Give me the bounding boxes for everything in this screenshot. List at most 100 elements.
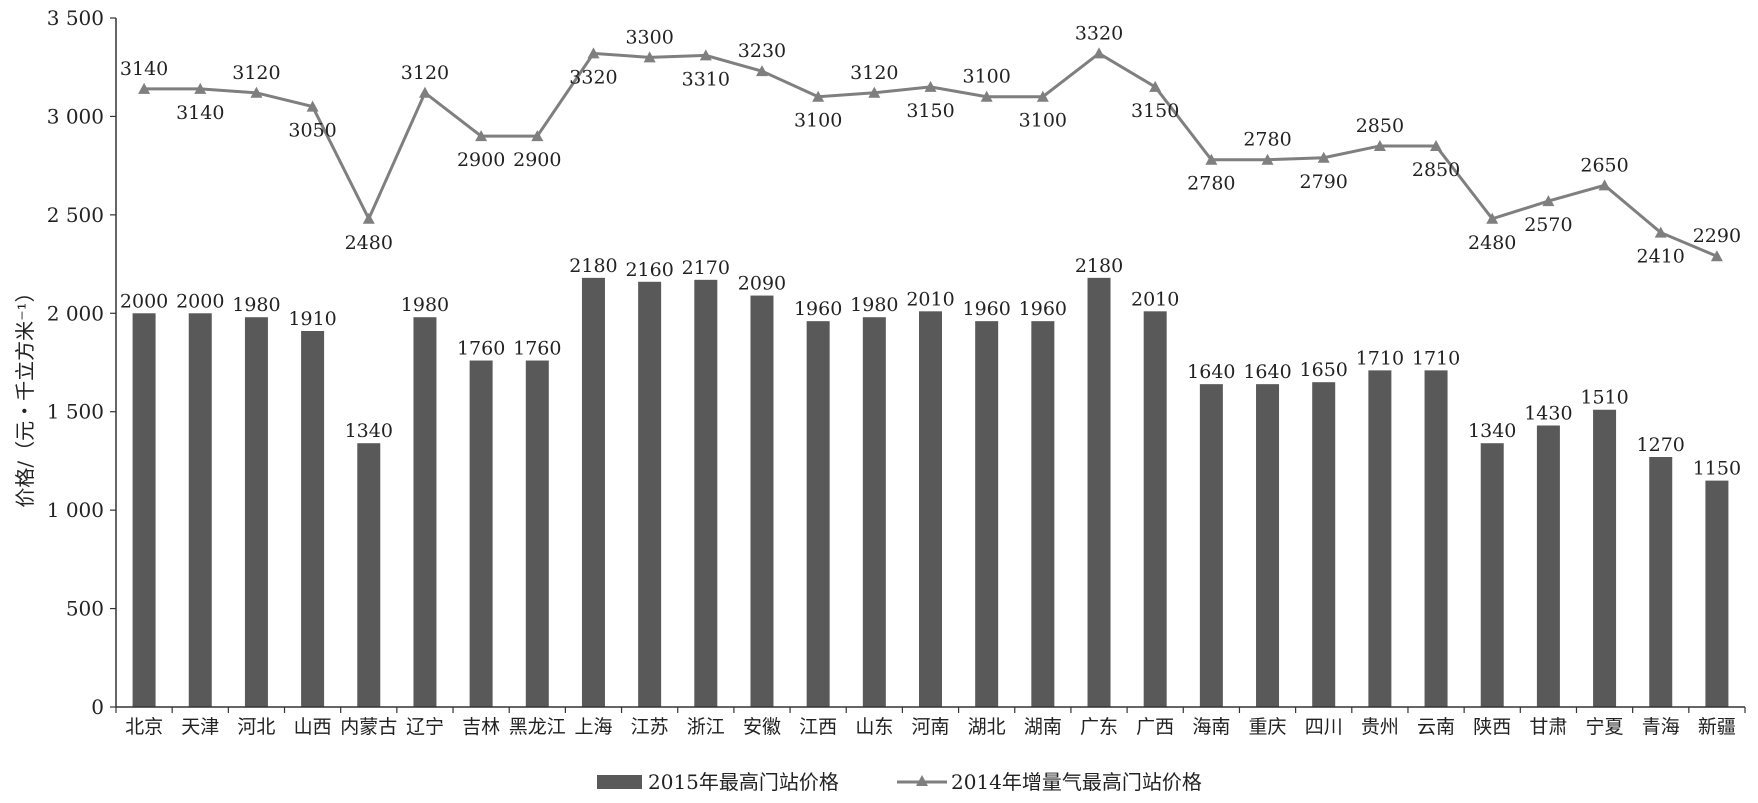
- bar: [581, 277, 605, 707]
- bar-data-label: 1650: [1300, 359, 1348, 381]
- x-tick-label: 云南: [1417, 716, 1455, 738]
- bar-data-label: 1340: [345, 420, 393, 442]
- legend-line-marker: [916, 775, 928, 786]
- line-point: [1261, 153, 1274, 165]
- axes: [115, 18, 1746, 713]
- line-data-label: 2850: [1412, 159, 1460, 181]
- line-point: [194, 82, 207, 94]
- bar: [1368, 370, 1392, 707]
- x-tick-label: 内蒙古: [340, 716, 397, 738]
- line-data-label: 3150: [1131, 100, 1179, 122]
- bar: [975, 321, 999, 707]
- bar-data-label: 2160: [625, 259, 673, 281]
- x-tick-label: 湖南: [1024, 716, 1062, 738]
- bar-data-label: 1270: [1637, 434, 1685, 456]
- line-point: [250, 86, 263, 98]
- line-data-label: 3050: [288, 120, 336, 142]
- bar: [525, 360, 549, 707]
- line-data-label: 2900: [457, 149, 505, 171]
- bar-data-label: 1760: [513, 338, 561, 360]
- line-point: [138, 82, 151, 94]
- y-tick-label: 2 000: [47, 301, 104, 325]
- legend-bar-label: 2015年最高门站价格: [648, 770, 839, 794]
- line-point: [1710, 250, 1723, 262]
- x-tick-label: 北京: [125, 716, 163, 738]
- bar: [301, 331, 325, 707]
- bar: [806, 321, 830, 707]
- line-point: [1205, 153, 1218, 165]
- line-point: [1093, 47, 1106, 59]
- bar-data-label: 2180: [569, 255, 617, 277]
- bar: [1143, 311, 1167, 707]
- line-point: [1654, 226, 1667, 238]
- x-tick-label: 山西: [294, 716, 332, 738]
- bar: [1424, 370, 1448, 707]
- bar: [413, 317, 437, 707]
- x-tick-label: 黑龙江: [509, 716, 566, 738]
- y-tick-label: 1 500: [47, 400, 104, 424]
- line-point: [587, 47, 600, 59]
- bar-data-label: 1510: [1580, 387, 1628, 409]
- line-point: [868, 86, 881, 98]
- line-point: [418, 86, 431, 98]
- bar-data-label: 1980: [232, 294, 280, 316]
- y-tick-label: 3 500: [47, 6, 104, 30]
- line-data-label: 2480: [1468, 232, 1516, 254]
- x-tick-label: 重庆: [1249, 716, 1287, 738]
- bar-data-label: 1710: [1356, 347, 1404, 369]
- line-point: [812, 90, 825, 102]
- bar: [244, 317, 268, 707]
- x-tick-label: 山东: [855, 716, 893, 738]
- x-tick-label: 广东: [1080, 716, 1118, 738]
- x-tick-label: 江西: [799, 716, 837, 738]
- line-point: [1317, 151, 1330, 163]
- bar-data-label: 1150: [1693, 458, 1741, 480]
- line-data-label: 2850: [1356, 115, 1404, 137]
- y-tick-label: 500: [66, 597, 104, 621]
- x-tick-label: 广西: [1136, 716, 1174, 738]
- y-tick-label: 2 500: [47, 203, 104, 227]
- x-tick-label: 甘肃: [1529, 716, 1567, 738]
- line-data-label: 2480: [345, 232, 393, 254]
- line-point: [699, 49, 712, 61]
- bar: [1312, 382, 1336, 707]
- bar-data-labels: 2000 2000 1980 1910 1340 1980 1760 1760 2180 2160…: [120, 255, 1741, 480]
- line-data-label: 2900: [513, 149, 561, 171]
- x-tick-label: 宁夏: [1586, 716, 1624, 738]
- x-tick-label: 辽宁: [406, 716, 444, 738]
- line-data-label: 3140: [120, 58, 168, 80]
- legend-line-label: 2014年增量气最高门站价格: [951, 770, 1202, 794]
- bar-data-label: 1960: [962, 298, 1010, 320]
- line-data-label: 3230: [738, 40, 786, 62]
- x-tick-label: 吉林: [462, 716, 500, 738]
- line-data-label: 3120: [850, 62, 898, 84]
- bar: [469, 360, 493, 707]
- bar: [1087, 277, 1111, 707]
- bar-data-label: 1910: [288, 308, 336, 330]
- line-point: [1149, 80, 1162, 92]
- line-point: [306, 100, 319, 112]
- x-tick-label: 贵州: [1361, 716, 1399, 738]
- line-data-label: 2570: [1524, 214, 1572, 236]
- y-tick-label: 0: [91, 695, 104, 719]
- line-data-label: 3100: [1019, 110, 1067, 132]
- line-point: [755, 65, 768, 77]
- bar-data-label: 1640: [1187, 361, 1235, 383]
- bar-data-label: 1760: [457, 338, 505, 360]
- legend-bar-swatch: [597, 775, 642, 789]
- x-tick-label: 新疆: [1698, 716, 1736, 738]
- line-data-label: 3120: [232, 62, 280, 84]
- line-point: [643, 51, 656, 63]
- line-data-label: 2290: [1693, 225, 1741, 247]
- line-point: [531, 130, 544, 142]
- bar-data-label: 2000: [176, 290, 224, 312]
- bar: [1031, 321, 1055, 707]
- bar: [750, 295, 774, 707]
- x-tick-label: 天津: [181, 716, 219, 738]
- bar-data-label: 2010: [1131, 288, 1179, 310]
- bar: [1199, 384, 1223, 707]
- bar: [1480, 443, 1504, 707]
- bar-data-label: 1340: [1468, 420, 1516, 442]
- x-tick-label: 陕西: [1473, 716, 1511, 738]
- line-data-labels: 3140 3140 3120 3050 2480 3120 2900 2900 3320 3300…: [120, 22, 1741, 267]
